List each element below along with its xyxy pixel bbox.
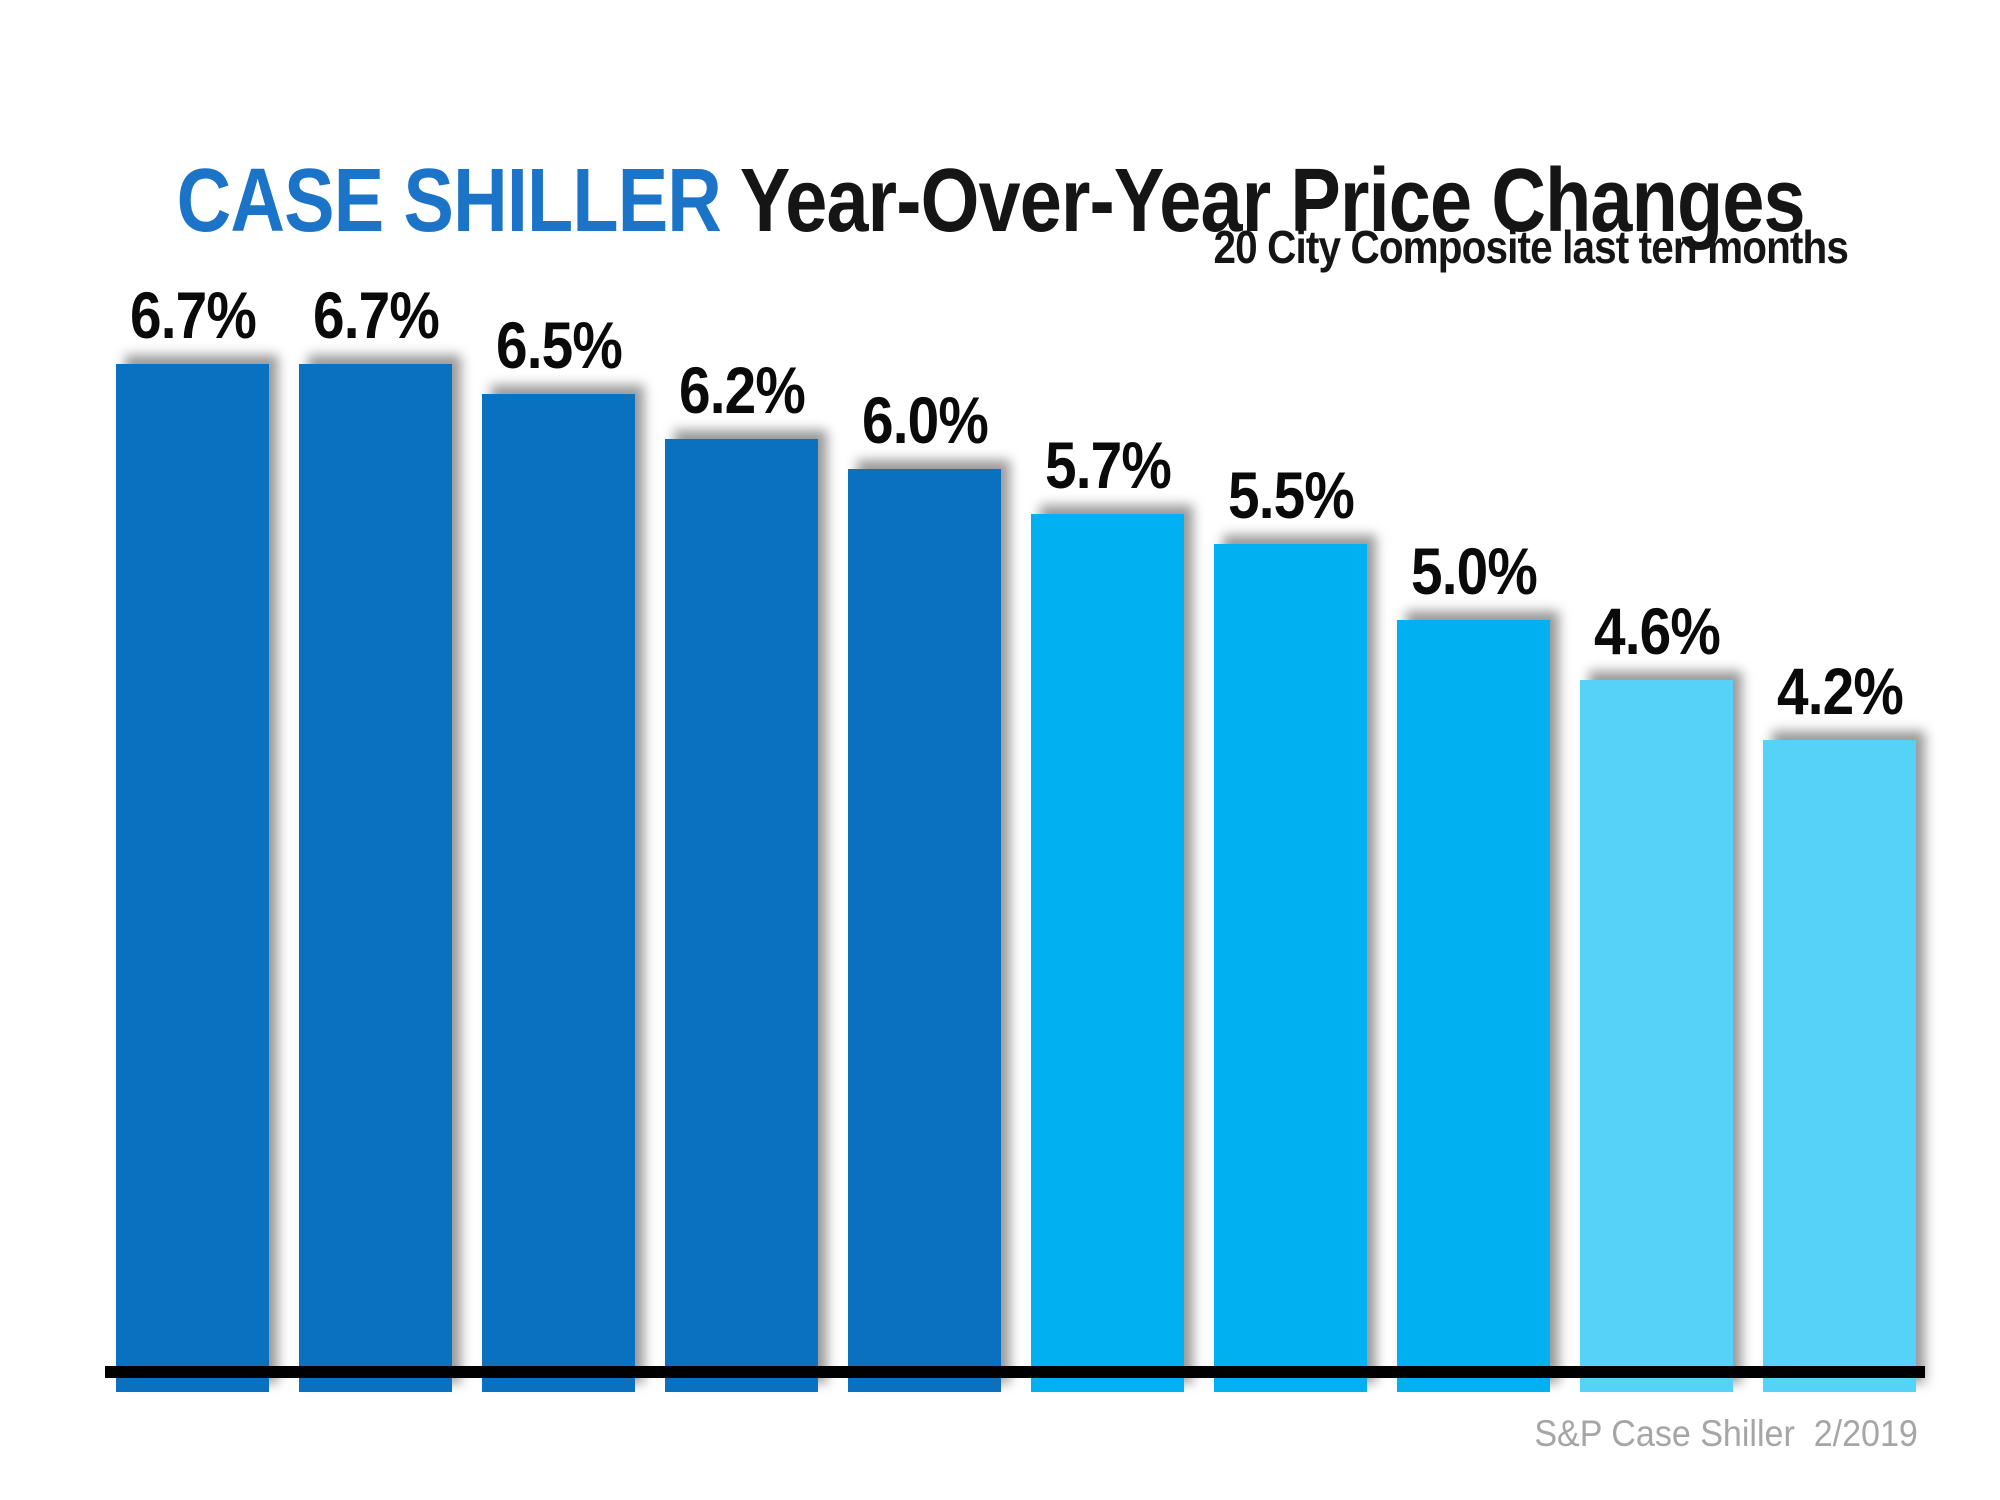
chart-title-rest: Year-Over-Year Price Changes	[721, 151, 1806, 251]
bar	[665, 439, 818, 1392]
bar-value-label: 5.0%	[1410, 534, 1538, 608]
bar	[1397, 620, 1550, 1392]
bar	[1580, 680, 1733, 1392]
bar	[299, 364, 452, 1392]
bar	[1031, 514, 1184, 1392]
bar	[1214, 544, 1367, 1392]
bar-value-label: 5.5%	[1227, 458, 1355, 532]
bar-value-label: 6.5%	[495, 308, 623, 382]
chart-subtitle: 20 City Composite last ten months	[1213, 221, 1849, 273]
chart-title: CASE SHILLER Year-Over-Year Price Change…	[96, 66, 1806, 336]
bar-value-label: 6.2%	[678, 353, 806, 427]
x-axis-line	[105, 1366, 1925, 1378]
bar	[116, 364, 269, 1392]
bar-value-label: 6.7%	[129, 278, 257, 352]
bar	[482, 394, 635, 1392]
bar-value-label: 4.6%	[1593, 594, 1721, 668]
chart-title-highlight: CASE SHILLER	[176, 151, 722, 251]
bar	[1763, 740, 1916, 1392]
bar-value-label: 6.0%	[861, 383, 989, 457]
source-credit: S&P Case Shiller 2/2019	[1534, 1413, 1918, 1454]
bar-value-label: 4.2%	[1776, 654, 1904, 728]
bar	[848, 469, 1001, 1392]
bar-value-label: 5.7%	[1044, 428, 1172, 502]
bar-value-label: 6.7%	[312, 278, 440, 352]
